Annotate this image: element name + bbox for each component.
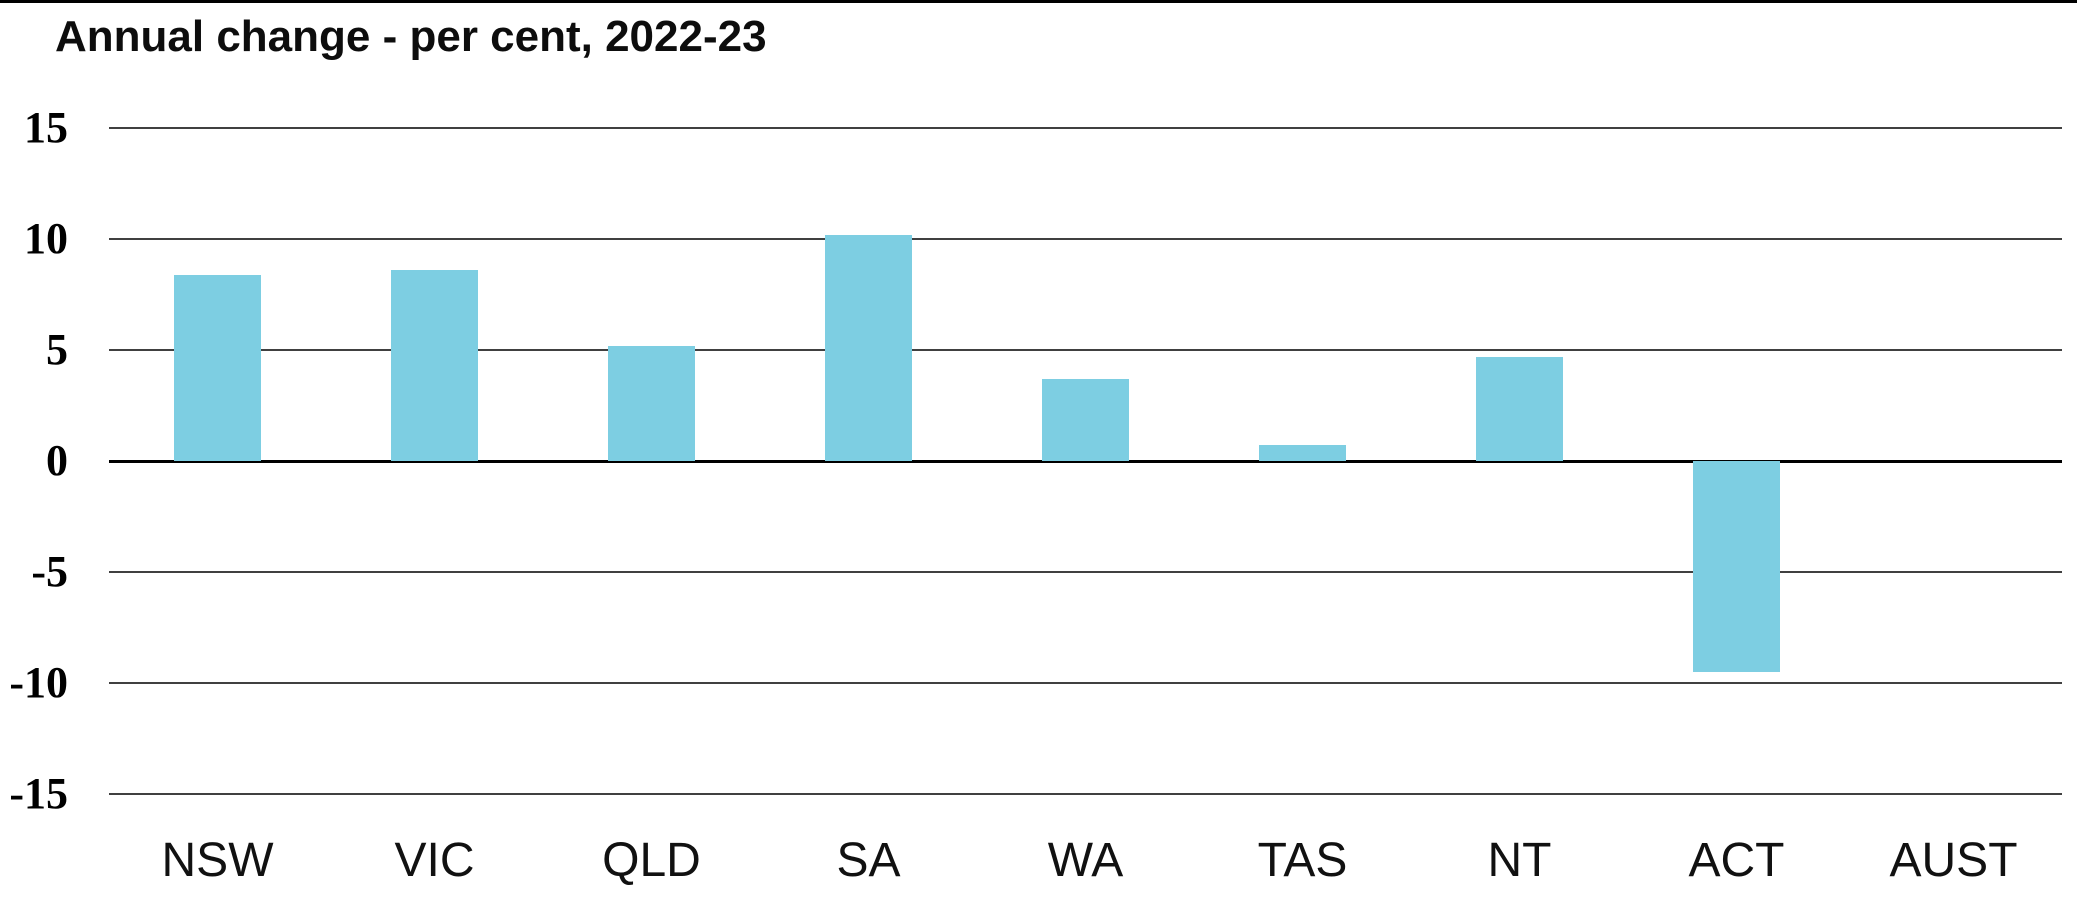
bar-sa xyxy=(825,234,912,461)
chart-title: Annual change - per cent, 2022-23 xyxy=(55,12,767,61)
x-tick-label-wa: WA xyxy=(1047,834,1124,887)
gridline-15 xyxy=(109,127,2062,129)
x-tick-label-vic: VIC xyxy=(394,834,475,887)
bar-tas xyxy=(1259,445,1346,461)
bar-nt xyxy=(1476,356,1563,461)
y-axis: 15 10 5 0 -5 -10 -15 xyxy=(0,106,68,816)
x-tick-label-nt: NT xyxy=(1487,834,1552,887)
y-tick-label--10: -10 xyxy=(9,658,68,707)
y-tick-label-0: 0 xyxy=(46,436,68,485)
gridline--10 xyxy=(109,682,2062,684)
gridline--15 xyxy=(109,793,2062,795)
gridline-10 xyxy=(109,238,2062,240)
x-tick-label-sa: SA xyxy=(836,834,901,887)
bar-qld xyxy=(608,345,695,461)
top-border-rule xyxy=(0,0,2077,3)
zero-axis-line xyxy=(109,459,2062,463)
bar-nsw xyxy=(174,274,261,461)
bar-vic xyxy=(391,270,478,461)
bar-wa xyxy=(1042,378,1129,461)
x-tick-label-aust: AUST xyxy=(1889,834,2018,887)
gridline-5 xyxy=(109,349,2062,351)
x-tick-label-act: ACT xyxy=(1688,834,1785,887)
plot-area xyxy=(109,127,2062,795)
y-tick-label-5: 5 xyxy=(46,325,68,374)
x-tick-label-nsw: NSW xyxy=(161,834,274,887)
gridline--5 xyxy=(109,571,2062,573)
bar-act xyxy=(1693,461,1780,672)
x-tick-label-qld: QLD xyxy=(602,834,701,887)
x-axis: NSW VIC QLD SA WA TAS NT ACT AUST xyxy=(109,834,2062,896)
y-tick-label--15: -15 xyxy=(9,769,68,818)
y-tick-label--5: -5 xyxy=(31,547,68,596)
x-tick-label-tas: TAS xyxy=(1257,834,1348,887)
y-tick-label-10: 10 xyxy=(24,214,68,263)
y-tick-label-15: 15 xyxy=(24,103,68,152)
